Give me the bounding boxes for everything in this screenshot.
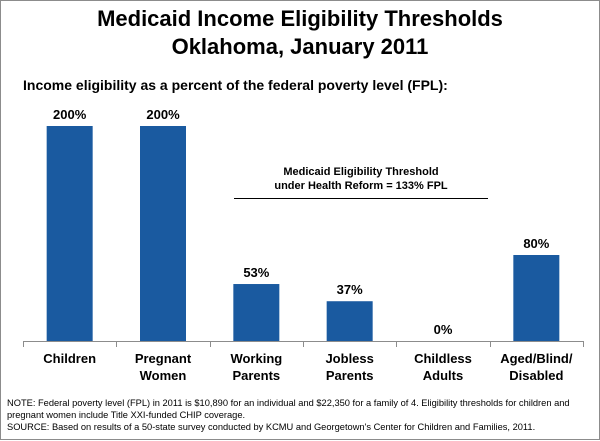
- footnotes: NOTE: Federal poverty level (FPL) in 201…: [7, 397, 597, 433]
- category-label-0-0: Children: [43, 351, 96, 366]
- data-label-3: 37%: [337, 282, 363, 297]
- note-line-2: pregnant women include Title XXI-funded …: [7, 410, 246, 420]
- data-label-2: 53%: [243, 265, 269, 280]
- reference-label-line-2: under Health Reform = 133% FPL: [274, 180, 448, 192]
- category-label-3-0: Jobless: [325, 351, 373, 366]
- category-label-5-0: Aged/Blind/: [500, 351, 573, 366]
- category-label-2-0: Working: [230, 351, 282, 366]
- bar-5: [513, 255, 560, 341]
- chart-subtitle: Income eligibility as a percent of the f…: [23, 77, 448, 93]
- category-label-1-0: Pregnant: [135, 351, 192, 366]
- chart-title: Medicaid Income Eligibility Thresholds O…: [1, 5, 599, 61]
- data-label-0: 200%: [53, 107, 87, 122]
- reference-label-line-1: Medicaid Eligibility Threshold: [283, 166, 438, 178]
- category-label-2-1: Parents: [232, 368, 280, 383]
- data-label-5: 80%: [523, 236, 549, 251]
- category-label-3-1: Parents: [326, 368, 374, 383]
- bar-3: [326, 301, 373, 341]
- category-label-1-1: Women: [140, 368, 187, 383]
- bar-0: [46, 126, 93, 341]
- category-label-4-0: Childless: [414, 351, 472, 366]
- title-line-2: Oklahoma, January 2011: [171, 34, 429, 59]
- note-line-1: NOTE: Federal poverty level (FPL) in 201…: [7, 398, 570, 408]
- category-label-5-1: Disabled: [509, 368, 563, 383]
- bar-2: [233, 284, 280, 341]
- title-line-1: Medicaid Income Eligibility Thresholds: [97, 6, 503, 31]
- source-line: SOURCE: Based on results of a 50-state s…: [7, 422, 536, 432]
- bar-1: [140, 126, 186, 341]
- data-label-1: 200%: [146, 107, 180, 122]
- category-label-4-1: Adults: [423, 368, 463, 383]
- data-label-4: 0%: [434, 322, 453, 337]
